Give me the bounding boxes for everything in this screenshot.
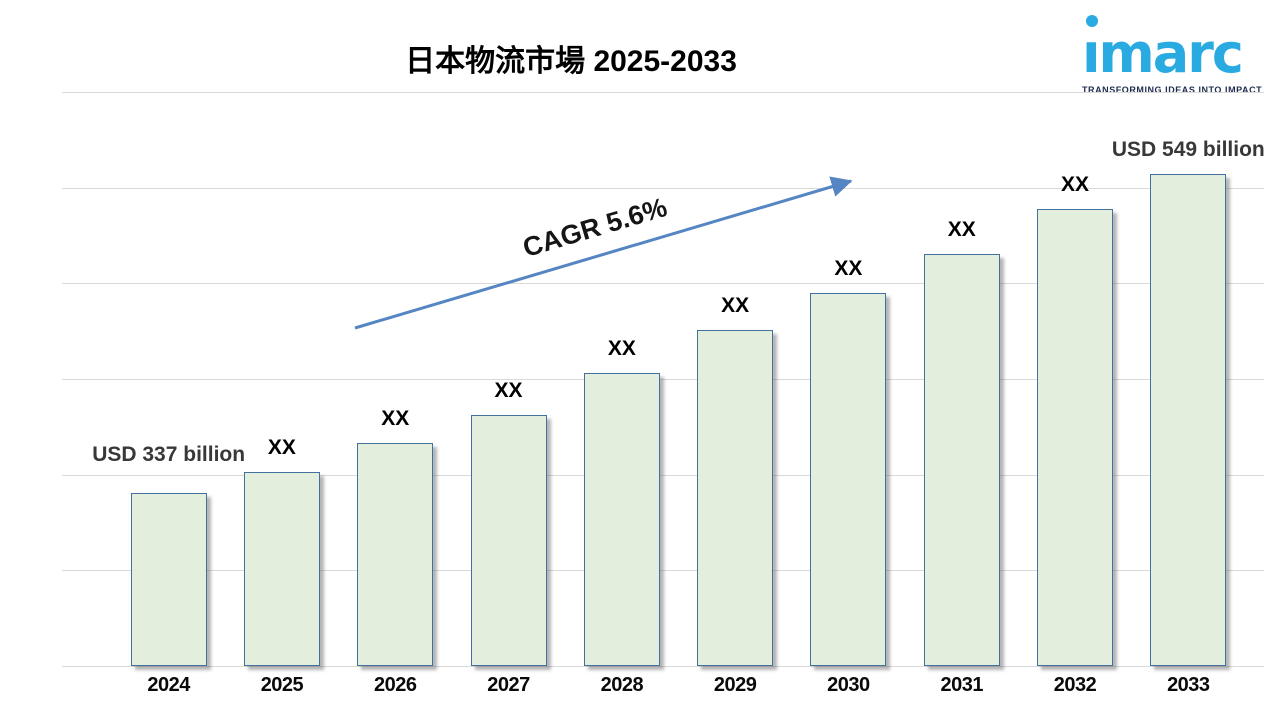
- gridline: [62, 570, 1264, 571]
- value-label-2028: XX: [607, 337, 636, 360]
- gridline: [62, 379, 1264, 380]
- imarc-logo: ımarc TRANSFORMING IDEAS INTO IMPACT: [1082, 14, 1266, 95]
- bar-column-2033: USD 549 billion 2033: [1112, 92, 1265, 696]
- bar-column-2024: USD 337 billion 2024: [92, 92, 245, 696]
- value-label-2024: USD 337 billion: [92, 443, 246, 466]
- bar-2028: [583, 373, 660, 666]
- chart-title-japanese: 日本物流市場: [405, 45, 586, 78]
- year-label-2028: 2028: [600, 674, 644, 696]
- bar-2024: [130, 493, 207, 666]
- bar-column-2032: XX 2032: [1018, 92, 1131, 696]
- bar-2032: [1037, 209, 1114, 666]
- chart-title-year-range: 2025-2033: [593, 45, 737, 78]
- logo-i-dot-icon: [1086, 15, 1098, 27]
- year-label-2026: 2026: [373, 674, 417, 696]
- bar-column-2026: XX 2026: [339, 92, 452, 696]
- value-label-2033: USD 549 billion: [1111, 138, 1265, 161]
- year-label-2030: 2030: [827, 674, 870, 696]
- bar-2027: [470, 415, 547, 666]
- bar-column-2025: XX 2025: [225, 92, 338, 696]
- value-label-2027: XX: [494, 379, 523, 402]
- year-label-2024: 2024: [147, 674, 190, 696]
- chart-title: 日本物流市場 2025-2033: [0, 36, 1142, 80]
- value-label-2032: XX: [1061, 173, 1090, 196]
- bar-2031: [923, 254, 1000, 666]
- bar-column-2030: XX 2030: [792, 92, 905, 696]
- bar-2025: [243, 472, 320, 666]
- year-label-2033: 2033: [1167, 674, 1210, 696]
- value-label-2029: XX: [721, 294, 750, 317]
- logo-tagline: TRANSFORMING IDEAS INTO IMPACT: [1082, 85, 1263, 96]
- gridline: [62, 475, 1264, 476]
- year-label-2031: 2031: [940, 674, 983, 696]
- bar-2026: [357, 443, 434, 666]
- year-label-2032: 2032: [1053, 674, 1097, 696]
- bar-column-2028: XX 2028: [565, 92, 678, 696]
- value-label-2031: XX: [947, 218, 976, 241]
- bar-2029: [697, 330, 774, 666]
- bar-2033: [1150, 174, 1227, 666]
- logo-wordmark: ımarc: [1082, 15, 1266, 85]
- value-label-2025: XX: [267, 436, 296, 459]
- gridline: [62, 666, 1264, 667]
- gridline: [62, 92, 1264, 93]
- bar-column-2027: XX 2027: [452, 92, 565, 696]
- bar-group: USD 337 billion 2024 XX 2025 XX 2026 XX 2027 XX 2…: [92, 92, 1265, 696]
- bar-column-2031: XX 2031: [905, 92, 1018, 696]
- bar-column-2029: XX 2029: [678, 92, 791, 696]
- year-label-2029: 2029: [713, 674, 757, 696]
- bar-2030: [810, 293, 887, 666]
- value-label-2026: XX: [381, 407, 410, 430]
- value-label-2030: XX: [834, 257, 863, 280]
- year-label-2025: 2025: [260, 674, 304, 696]
- logo-text: ımarc: [1082, 22, 1244, 85]
- year-label-2027: 2027: [487, 674, 530, 696]
